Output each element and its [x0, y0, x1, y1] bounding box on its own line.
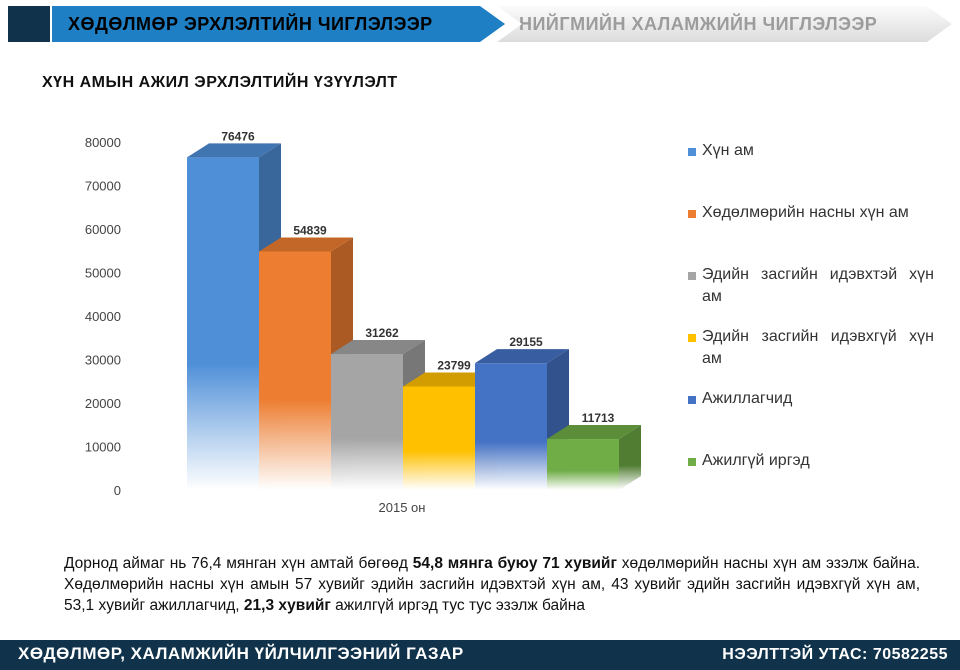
legend-item: Эдийн засгийн идэвхгүй хүн ам	[688, 326, 934, 370]
bar-top	[259, 237, 353, 252]
y-tick-label: 30000	[85, 353, 121, 368]
bar-front	[547, 439, 619, 490]
bar-chart: 0 10000 20000 30000 40000 50000 60000 70000 8000…	[85, 129, 641, 515]
legend-label: Эдийн засгийн идэвхтэй хүн ам	[702, 266, 934, 305]
bar-top	[331, 340, 425, 355]
y-tick-label: 20000	[85, 396, 121, 411]
bar-side	[619, 425, 641, 490]
bar-top	[475, 349, 569, 364]
footer-organization: ХӨДӨЛМӨР, ХАЛАМЖИЙН ҮЙЛЧИЛГЭЭНИЙ ГАЗАР	[18, 644, 464, 663]
legend-label: Ажилгүй иргэд	[702, 452, 810, 469]
bar-top	[547, 425, 641, 440]
bars	[187, 143, 641, 490]
x-tick-label: 2015 он	[379, 500, 426, 515]
top-bar: ХӨДӨЛМӨР ЭРХЛЭЛТИЙН ЧИГЛЭЛЭЭР НИЙГМИЙН Х…	[0, 0, 960, 46]
bar-top	[403, 372, 497, 387]
legend-item: Хүн ам	[688, 140, 934, 162]
data-label: 23799	[437, 358, 471, 372]
legend-swatch	[688, 272, 696, 280]
legend-swatch	[688, 148, 696, 156]
data-label: 29155	[509, 335, 543, 349]
y-tick-label: 40000	[85, 309, 121, 324]
y-tick-label: 0	[114, 483, 121, 498]
data-label: 11713	[582, 411, 615, 425]
summary-paragraph: Дорнод аймаг нь 76,4 мянган хүн амтай бө…	[64, 555, 920, 614]
y-tick-label: 60000	[85, 222, 121, 237]
legend-label: Хүн ам	[702, 142, 754, 159]
legend-label: Эдийн засгийн идэвхгүй хүн ам	[702, 328, 934, 367]
tab-social-welfare[interactable]: НИЙГМИЙН ХАЛАМЖИЙН ЧИГЛЭЛЭЭР	[497, 6, 952, 42]
legend-item: Хөдөлмөрийн насны хүн ам	[688, 202, 934, 224]
legend-swatch	[688, 458, 696, 466]
data-label: 76476	[221, 129, 255, 143]
legend-label: Хөдөлмөрийн насны хүн ам	[702, 204, 909, 221]
y-tick-label: 70000	[85, 179, 121, 194]
y-tick-label: 50000	[85, 266, 121, 281]
bar-front	[259, 251, 331, 490]
legend-label: Ажиллагчид	[702, 390, 793, 407]
bar-front	[475, 363, 547, 490]
footer-bar: ХӨДӨЛМӨР, ХАЛАМЖИЙН ҮЙЛЧИЛГЭЭНИЙ ГАЗАР Н…	[0, 640, 960, 670]
legend-item: Ажиллагчид	[688, 388, 934, 410]
bar-top	[187, 143, 281, 158]
y-tick-label: 10000	[85, 440, 121, 455]
chart-title: ХҮН АМЫН АЖИЛ ЭРХЛЭЛТИЙН ҮЗҮҮЛЭЛТ	[42, 74, 398, 91]
data-labels: 76476 54839 31262 23799 29155 11713	[221, 129, 614, 425]
bar-6	[547, 425, 641, 490]
tab-employment[interactable]: ХӨДӨЛМӨР ЭРХЛЭЛТИЙН ЧИГЛЭЛЭЭР	[52, 6, 505, 42]
y-tick-label: 80000	[85, 135, 121, 150]
bar-front	[331, 354, 403, 490]
footer-phone: НЭЭЛТТЭЙ УТАС: 70582255	[722, 646, 948, 663]
header-logo-block	[8, 6, 50, 42]
bar-front	[187, 157, 259, 490]
data-label: 31262	[365, 326, 399, 340]
legend-swatch	[688, 334, 696, 342]
legend-swatch	[688, 210, 696, 218]
bar-front	[403, 386, 475, 490]
legend-swatch	[688, 396, 696, 404]
legend-item: Эдийн засгийн идэвхтэй хүн ам	[688, 264, 934, 308]
legend-item: Ажилгүй иргэд	[688, 450, 934, 472]
y-axis: 0 10000 20000 30000 40000 50000 60000 70000 8000…	[85, 135, 121, 498]
data-label: 54839	[293, 223, 327, 237]
